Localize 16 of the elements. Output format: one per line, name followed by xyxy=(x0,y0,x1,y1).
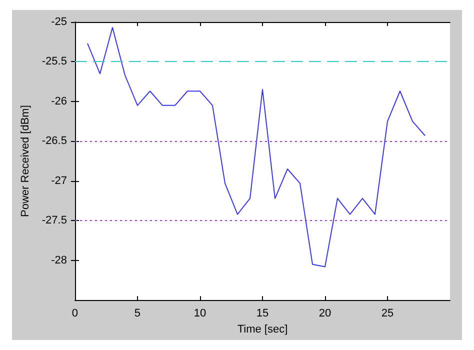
y-axis-title: Power Received [dBm] xyxy=(20,105,32,217)
y-tick-label: -26.5 xyxy=(42,135,67,148)
x-tick-label: 20 xyxy=(318,308,332,320)
x-tick-label: 25 xyxy=(381,308,394,320)
line-series xyxy=(86,27,426,268)
x-axis-title: Time [sec] xyxy=(237,324,288,336)
y-tick-label: -25 xyxy=(51,16,67,28)
x-tick-label: 15 xyxy=(256,308,269,320)
y-tick-label: -27.5 xyxy=(42,214,67,227)
y-tick-label: -25.5 xyxy=(42,56,67,68)
x-tick-label: 10 xyxy=(194,308,206,320)
y-tick-label: -26 xyxy=(51,95,67,108)
x-tick-label: 5 xyxy=(134,308,141,320)
y-tick-label: -27 xyxy=(51,174,67,187)
y-tick-label: -28 xyxy=(51,254,67,266)
x-tick-label: 0 xyxy=(72,308,78,320)
